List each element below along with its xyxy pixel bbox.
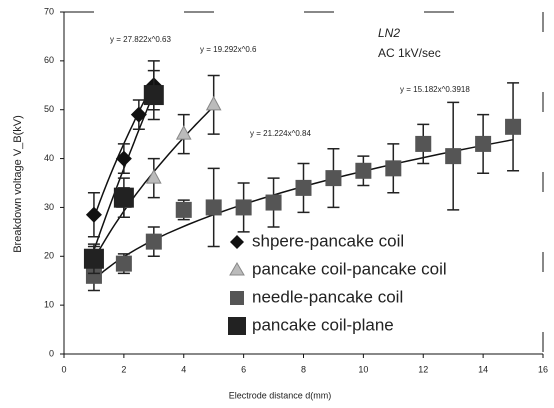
square-marker — [355, 162, 372, 179]
square-marker — [505, 118, 522, 135]
x-axis-label: Electrode distance d(mm) — [229, 390, 332, 400]
x-tick-label: 2 — [121, 364, 126, 374]
legend-label: needle-pancake coil — [252, 287, 403, 306]
fit-equation: y = 27.822x^0.63 — [110, 35, 171, 44]
fit-equation: y = 21.224x^0.84 — [250, 129, 311, 138]
triangle-marker — [145, 169, 162, 184]
y-tick-label: 20 — [44, 251, 54, 261]
y-axis-label: Breakdown voltage V_B(kV) — [12, 115, 24, 253]
legend-marker — [230, 291, 244, 305]
x-tick-label: 16 — [538, 364, 548, 374]
square-marker — [235, 199, 252, 216]
y-tick-label: 60 — [44, 55, 54, 65]
y-tick-label: 0 — [49, 348, 54, 358]
legend-marker — [228, 317, 246, 335]
legend-marker — [229, 262, 245, 276]
square-marker — [295, 179, 312, 196]
x-tick-label: 6 — [241, 364, 246, 374]
square-marker — [143, 85, 164, 106]
square-marker — [265, 194, 282, 211]
y-tick-label: 50 — [44, 104, 54, 114]
x-tick-label: 10 — [358, 364, 368, 374]
fit-equation: y = 19.292x^0.6 — [200, 45, 257, 54]
square-marker — [415, 135, 432, 152]
legend-marker — [230, 235, 244, 249]
x-tick-label: 4 — [181, 364, 186, 374]
x-tick-label: 14 — [478, 364, 488, 374]
triangle-marker — [175, 125, 192, 140]
y-tick-label: 40 — [44, 153, 54, 163]
legend-label: pancake coil-plane — [252, 315, 394, 334]
x-tick-label: 0 — [61, 364, 66, 374]
y-tick-label: 70 — [44, 6, 54, 16]
fit-equation: y = 15.182x^0.3918 — [400, 85, 470, 94]
annotation: LN2 — [378, 26, 400, 40]
legend-label: pancake coil-pancake coil — [252, 259, 447, 278]
square-marker — [325, 170, 342, 187]
diamond-marker — [85, 206, 102, 223]
y-tick-label: 10 — [44, 300, 54, 310]
y-tick-label: 30 — [44, 202, 54, 212]
legend-label: shpere-pancake coil — [252, 231, 404, 250]
square-marker — [113, 187, 134, 208]
square-marker — [83, 248, 104, 269]
square-marker — [205, 199, 222, 216]
triangle-marker — [205, 95, 222, 111]
square-marker — [145, 233, 162, 250]
square-marker — [475, 135, 492, 152]
square-marker — [445, 148, 462, 165]
annotation: AC 1kV/sec — [378, 46, 441, 60]
square-marker — [115, 255, 132, 272]
x-tick-label: 8 — [301, 364, 306, 374]
diamond-marker — [130, 106, 147, 123]
x-tick-label: 12 — [418, 364, 428, 374]
square-marker — [175, 201, 192, 218]
square-marker — [85, 267, 102, 284]
diamond-marker — [115, 150, 132, 167]
square-marker — [385, 160, 402, 177]
